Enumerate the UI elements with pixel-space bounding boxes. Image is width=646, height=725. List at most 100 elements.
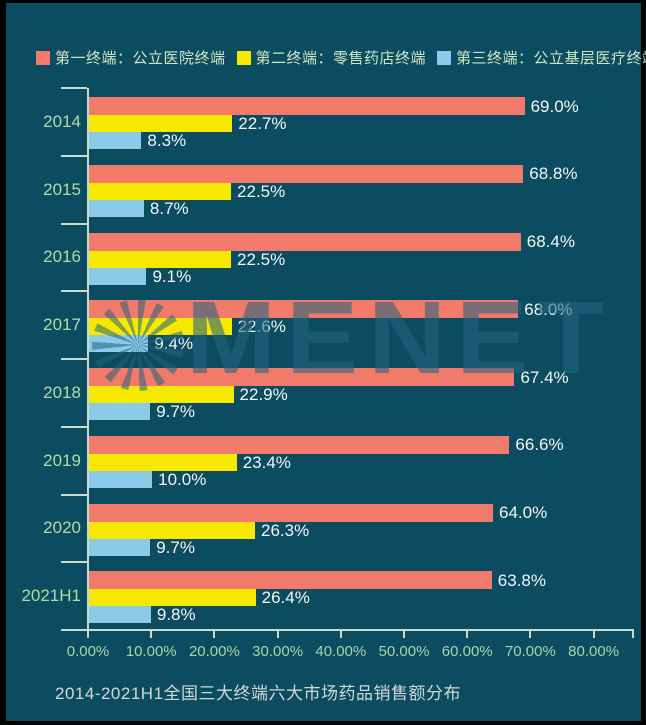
bar-row-2021H1: 2021H1 63.8% 26.4% 9.8% [21, 562, 634, 630]
year-label-2016: 2016 [43, 247, 81, 267]
y-axis-tick [61, 493, 87, 496]
value-label-2019-series-2: 23.4% [242, 452, 291, 472]
bar-row-2017: 2017 68.0% 22.6% 9.4% [43, 291, 634, 359]
bar-2020-series-2 [89, 521, 256, 539]
bar-line: 68.4% [89, 232, 634, 251]
bar-line: 68.0% [89, 299, 634, 319]
bar-line: 26.4% [89, 589, 634, 607]
year-label-2020: 2020 [43, 518, 81, 538]
bar-2019-series-1 [89, 435, 510, 454]
value-label-2017-series-1: 68.0% [524, 299, 573, 319]
x-axis-tick [276, 631, 279, 638]
bar-row-2019: 2019 66.6% 23.4% 10.0% [43, 427, 634, 495]
y-axis-tick [61, 290, 87, 293]
value-label-2017-series-3: 9.4% [154, 334, 194, 354]
year-label-2021H1: 2021H1 [21, 586, 81, 606]
x-axis-tick [466, 631, 469, 638]
x-axis-tick [339, 631, 342, 638]
value-label-2018-series-1: 67.4% [520, 367, 569, 387]
legend-label: 第三终端：公立基层医疗终端 [456, 50, 646, 67]
chart-title: 2014-2021H1全国三大终端六大市场药品销售额分布 [55, 684, 462, 703]
legend-swatch-icon [36, 50, 50, 65]
x-axis-tick-label: 40.00% [315, 643, 367, 660]
legend-item-3: 第三终端：公立基层医疗终端 [437, 47, 646, 68]
y-axis-tick [61, 87, 87, 89]
bar-2019-series-2 [89, 453, 237, 471]
bar-line: 10.0% [89, 469, 634, 489]
bar-line: 22.6% [89, 317, 634, 337]
bar-group-2018: 67.4% 22.9% 9.7% [89, 359, 634, 420]
bar-line: 9.7% [89, 403, 634, 420]
bar-group-2016: 68.4% 22.5% 9.1% [89, 224, 634, 285]
bar-line: 9.4% [89, 334, 634, 354]
legend-label: 第一终端：公立医院终端 [55, 50, 226, 67]
value-label-2016-series-2: 22.5% [237, 249, 286, 269]
bar-2021H1-series-1 [89, 571, 492, 590]
x-axis-tick-label: 80.00% [568, 643, 620, 660]
legend: 第一终端：公立医院终端 第二终端：零售药店终端 第三终端：公立基层医疗终端 [36, 47, 646, 68]
x-axis-tick-label: 50.00% [378, 643, 430, 660]
value-label-2019-series-1: 66.6% [515, 435, 564, 455]
value-label-2021H1-series-1: 63.8% [497, 570, 546, 590]
value-label-2014-series-3: 8.3% [147, 131, 187, 150]
value-label-2020-series-1: 64.0% [499, 503, 548, 522]
bar-2018-series-3 [89, 403, 151, 420]
legend-item-2: 第二终端：零售药店终端 [236, 47, 427, 68]
x-axis-tick-label: 20.00% [188, 643, 240, 660]
bar-line: 66.6% [89, 435, 634, 455]
x-axis-tick-label: 0.00% [66, 643, 110, 660]
bar-2018-series-1 [89, 368, 515, 386]
bar-line: 8.7% [89, 198, 634, 218]
x-axis-line [87, 629, 634, 631]
bar-2020-series-3 [89, 538, 151, 556]
bar-group-2014: 69.0% 22.7% 8.3% [89, 88, 634, 149]
y-axis-tick [61, 425, 87, 428]
bar-2015-series-1 [89, 164, 524, 183]
x-axis-tick [403, 631, 405, 638]
value-label-2017-series-2: 22.6% [237, 317, 286, 337]
x-axis-tick [213, 631, 216, 638]
bar-2014-series-3 [89, 132, 142, 149]
bar-line: 9.8% [89, 606, 634, 624]
year-label-2014: 2014 [43, 111, 81, 131]
bar-2016-series-2 [89, 250, 232, 268]
bar-2021H1-series-3 [89, 606, 151, 624]
value-label-2016-series-1: 68.4% [526, 232, 575, 251]
value-label-2015-series-2: 22.5% [237, 181, 286, 201]
bar-2019-series-3 [89, 470, 153, 488]
x-axis-tick-label: 70.00% [504, 643, 556, 660]
bar-2018-series-2 [89, 386, 234, 403]
year-label-2017: 2017 [43, 315, 81, 335]
value-label-2020-series-3: 9.7% [156, 537, 195, 557]
bar-group-2020: 64.0% 26.3% 9.7% [89, 495, 634, 556]
legend-swatch-icon [437, 50, 452, 65]
bar-group-2019: 66.6% 23.4% 10.0% [89, 427, 634, 488]
bar-line: 69.0% [89, 97, 634, 115]
bar-line: 8.3% [89, 132, 634, 149]
y-axis-tick [61, 358, 87, 360]
legend-item-1: 第一终端：公立医院终端 [36, 47, 226, 68]
bar-row-2014: 2014 69.0% 22.7% 8.3% [43, 88, 634, 156]
year-label-2019: 2019 [43, 450, 81, 470]
bar-2020-series-1 [89, 503, 493, 522]
x-axis-tick [87, 631, 89, 638]
bar-2017-series-3 [89, 335, 149, 353]
bar-2015-series-3 [89, 199, 144, 217]
value-label-2019-series-3: 10.0% [158, 469, 207, 489]
bar-group-2017: 68.0% 22.6% 9.4% [89, 291, 634, 354]
x-axis-tick [529, 631, 532, 638]
value-label-2014-series-2: 22.7% [238, 114, 287, 133]
value-label-2018-series-3: 9.7% [156, 402, 195, 421]
bar-line: 22.5% [89, 181, 634, 201]
bar-line: 64.0% [89, 503, 634, 522]
bar-line: 9.7% [89, 537, 634, 557]
value-label-2015-series-3: 8.7% [149, 198, 189, 218]
y-axis-line [87, 88, 89, 632]
legend-label: 第二终端：零售药店终端 [255, 50, 427, 67]
bar-2016-series-1 [89, 232, 521, 251]
y-axis-tick [61, 629, 87, 631]
legend-swatch-icon [236, 50, 251, 65]
year-label-2015: 2015 [43, 179, 81, 199]
value-label-2016-series-3: 9.1% [152, 266, 192, 286]
bar-2021H1-series-2 [89, 589, 256, 607]
